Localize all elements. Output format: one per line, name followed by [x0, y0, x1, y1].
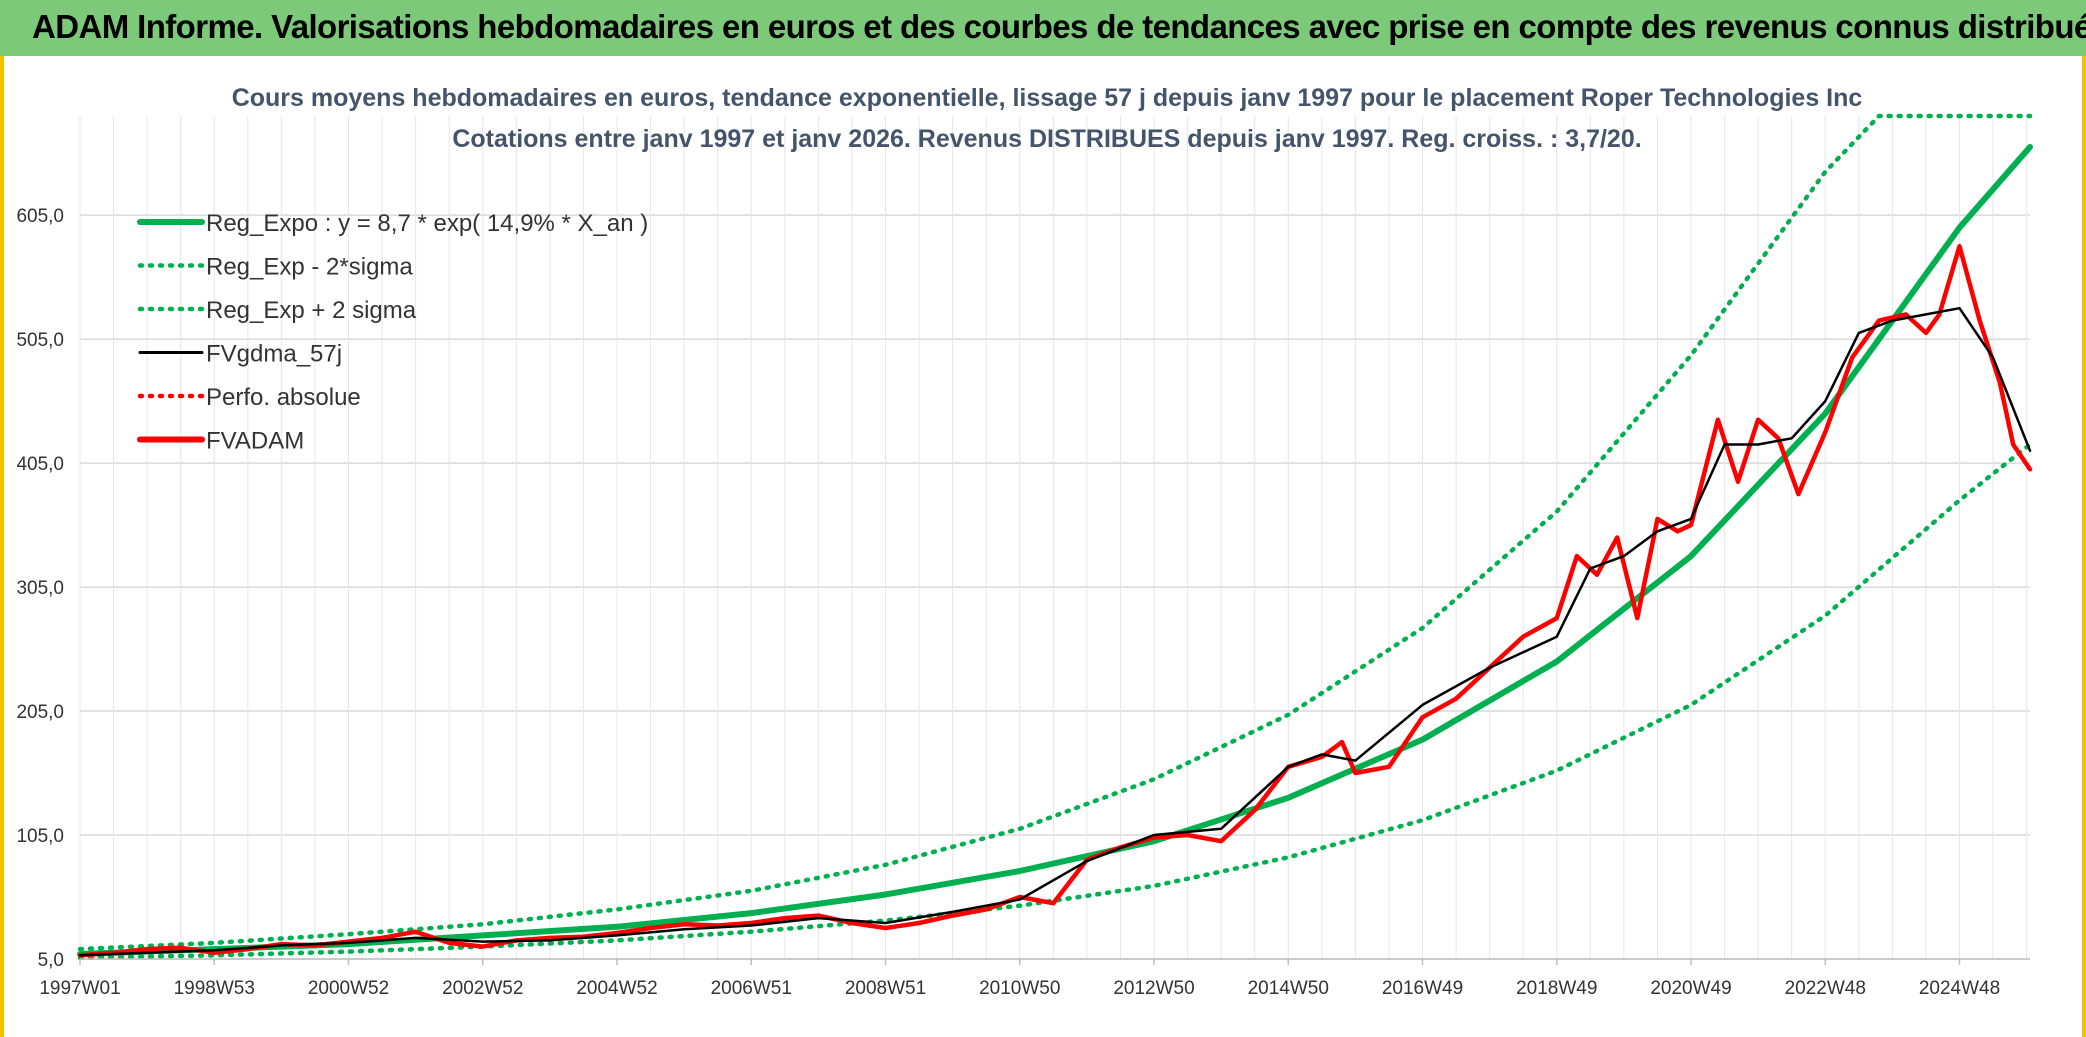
y-tick-label: 105,0	[16, 826, 64, 847]
y-tick-label: 5,0	[38, 950, 64, 971]
chart: 5,0 105,0 205,0 305,0 405,0 505,0 605,0 1997W01…	[16, 84, 2033, 999]
x-tick-label: 1998W53	[174, 978, 255, 999]
legend-label: Reg_Exp + 2 sigma	[206, 297, 417, 324]
grid-layer	[79, 116, 2030, 960]
axis-layer: 5,0 105,0 205,0 305,0 405,0 505,0 605,0 1997W01…	[16, 206, 2030, 999]
fvgdma-57j-line	[78, 306, 2032, 957]
y-tick-label: 405,0	[16, 454, 64, 475]
legend: Reg_Expo : y = 8,7 * exp( 14,9% * X_an )…	[137, 210, 648, 455]
x-tick-label: 2012W50	[1113, 978, 1194, 999]
regression-line	[77, 144, 2033, 957]
chart-frame: 5,0 105,0 205,0 305,0 405,0 505,0 605,0 1997W01…	[0, 56, 2086, 1037]
legend-label: Perfo. absolue	[206, 384, 361, 411]
x-tick-label: 2006W51	[711, 978, 792, 999]
x-tick-label: 2008W51	[845, 978, 926, 999]
x-tick-label: 1997W01	[39, 978, 120, 999]
x-tick-label: 2002W52	[442, 978, 523, 999]
x-tick-label: 2022W48	[1785, 978, 1866, 999]
regression-plus-2sigma-line	[77, 113, 2033, 952]
header-banner: ADAM Informe. Valorisations hebdomadaire…	[0, 0, 2086, 56]
x-tick-label: 2024W48	[1919, 978, 2000, 999]
fvadam-line	[77, 243, 2033, 958]
series-layer	[77, 113, 2033, 961]
x-tick-label: 2014W50	[1248, 978, 1329, 999]
legend-label: Reg_Exp - 2*sigma	[206, 254, 413, 281]
chart-title: Cours moyens hebdomadaires en euros, ten…	[232, 84, 1863, 112]
legend-label: Reg_Expo : y = 8,7 * exp( 14,9% * X_an )	[206, 210, 648, 237]
x-tick-label: 2020W49	[1650, 978, 1731, 999]
y-tick-label: 205,0	[16, 702, 64, 723]
x-tick-label: 2004W52	[576, 978, 657, 999]
x-tick-label: 2000W52	[308, 978, 389, 999]
y-tick-label: 605,0	[16, 206, 64, 227]
y-tick-label: 305,0	[16, 578, 64, 599]
y-tick-label: 505,0	[16, 330, 64, 351]
x-tick-label: 2018W49	[1516, 978, 1597, 999]
regression-minus-2sigma-line	[77, 442, 2033, 961]
page-title: ADAM Informe. Valorisations hebdomadaire…	[32, 8, 2086, 45]
legend-label: FVADAM	[206, 428, 304, 455]
x-tick-label: 2010W50	[979, 978, 1060, 999]
chart-subtitle: Cotations entre janv 1997 et janv 2026. …	[452, 125, 1641, 153]
x-tick-label: 2016W49	[1382, 978, 1463, 999]
legend-label: FVgdma_57j	[206, 341, 342, 368]
